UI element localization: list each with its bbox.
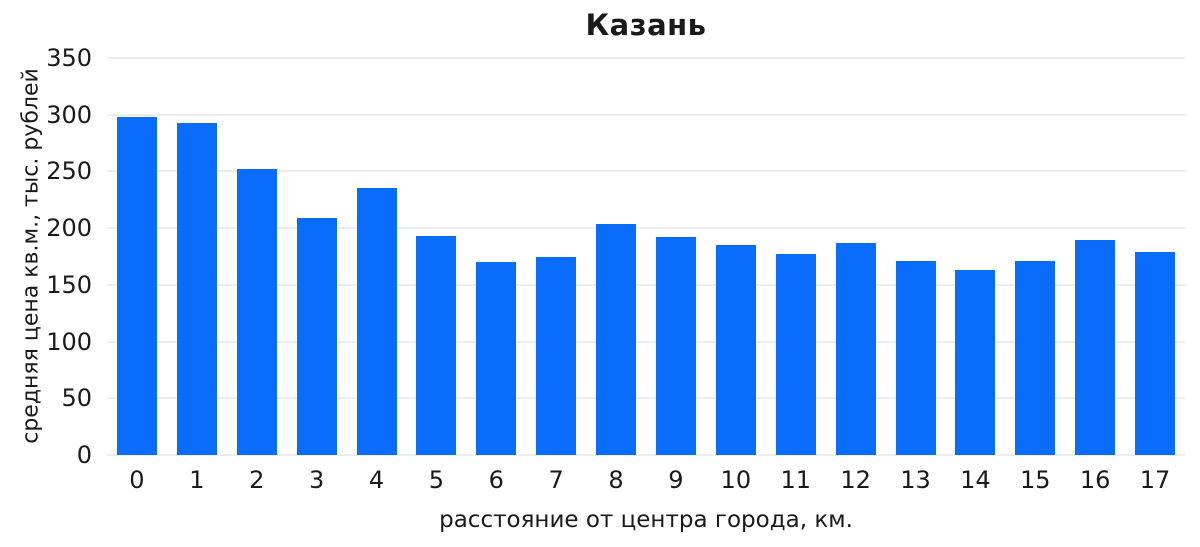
chart-title: Казань <box>585 8 707 42</box>
bar-17 <box>1135 251 1176 455</box>
bar-3 <box>296 217 337 455</box>
bar-0 <box>116 116 157 455</box>
x-tick-label-11: 11 <box>780 466 811 494</box>
bar-14 <box>955 270 996 455</box>
bar-8 <box>596 223 637 455</box>
bar-2 <box>236 169 277 455</box>
y-tick-label-150: 150 <box>46 270 92 299</box>
bar-12 <box>835 242 876 455</box>
x-tick-label-15: 15 <box>1019 466 1051 494</box>
bar-10 <box>715 245 756 455</box>
bar-7 <box>536 256 577 455</box>
x-tick-label-13: 13 <box>900 466 931 494</box>
y-tick-label-300: 300 <box>46 100 92 129</box>
bar-5 <box>416 236 457 455</box>
x-tick-label-7: 7 <box>548 466 564 494</box>
bar-13 <box>895 261 936 455</box>
gridline-50 <box>107 397 1185 400</box>
gridline-100 <box>107 340 1185 343</box>
y-tick-label-200: 200 <box>46 214 92 243</box>
y-tick-label-350: 350 <box>46 44 92 72</box>
y-tick-label-0: 0 <box>76 441 92 469</box>
bar-9 <box>655 237 696 455</box>
plot-area <box>107 57 1185 456</box>
y-tick-label-250: 250 <box>46 157 92 186</box>
y-tick-label-50: 50 <box>61 384 92 413</box>
bar-11 <box>775 254 816 455</box>
bar-1 <box>176 122 217 455</box>
x-axis-label: расстояние от центра города, км. <box>439 507 853 533</box>
x-tick-label-0: 0 <box>129 466 145 494</box>
gridline-300 <box>107 113 1185 116</box>
gridline-350 <box>107 57 1185 59</box>
x-tick-label-6: 6 <box>488 466 504 494</box>
x-tick-label-16: 16 <box>1079 466 1111 494</box>
x-tick-label-12: 12 <box>840 466 871 494</box>
x-tick-label-5: 5 <box>428 466 445 494</box>
gridline-150 <box>107 283 1185 286</box>
bar-4 <box>356 188 397 455</box>
gridline-250 <box>107 170 1185 173</box>
x-tick-label-17: 17 <box>1139 466 1171 494</box>
x-tick-label-9: 9 <box>668 466 684 494</box>
x-tick-label-1: 1 <box>189 466 205 494</box>
bar-6 <box>476 262 517 455</box>
bar-16 <box>1075 239 1116 455</box>
x-tick-label-3: 3 <box>308 466 325 494</box>
x-tick-label-10: 10 <box>720 466 752 494</box>
gridline-200 <box>107 227 1185 230</box>
x-tick-label-8: 8 <box>608 466 624 494</box>
x-tick-label-4: 4 <box>368 466 385 494</box>
bar-15 <box>1015 261 1056 455</box>
gridline-0 <box>107 454 1185 456</box>
y-tick-label-100: 100 <box>46 327 92 356</box>
x-tick-label-2: 2 <box>249 466 265 494</box>
x-tick-label-14: 14 <box>960 466 991 494</box>
